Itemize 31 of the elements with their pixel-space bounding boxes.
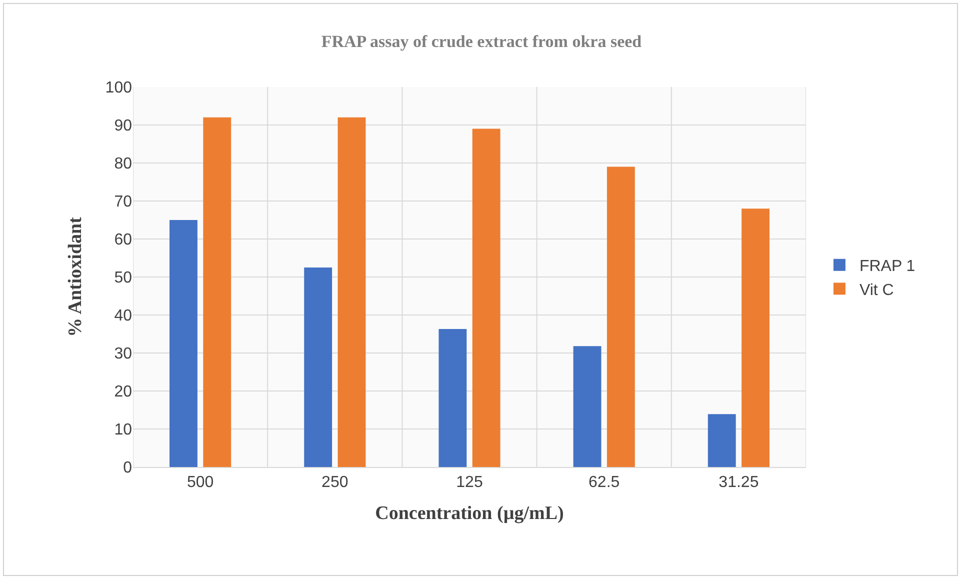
x-tick-label: 125: [456, 474, 483, 492]
bar: [203, 117, 232, 467]
y-tick-label: 10: [114, 422, 132, 439]
legend-label: Vit C: [859, 282, 894, 299]
y-tick-label: 90: [114, 118, 132, 135]
chart-title: FRAP assay of crude extract from okra seed: [321, 32, 642, 51]
x-tick-label: 500: [186, 474, 214, 492]
x-axis-title: Concentration (µg/mL): [375, 503, 564, 524]
bar: [438, 329, 467, 467]
bar: [338, 117, 366, 467]
y-tick-label: 70: [114, 194, 132, 211]
y-tick-label: 20: [114, 384, 132, 401]
y-tick-label: 100: [105, 80, 132, 97]
legend-label: FRAP 1: [859, 258, 916, 276]
bar: [742, 208, 770, 467]
x-tick-label: 62.5: [588, 474, 620, 492]
y-tick-label: 40: [114, 308, 132, 325]
bar: [304, 268, 332, 467]
y-tick-label: 0: [123, 460, 132, 477]
bar: [606, 166, 635, 467]
y-tick-label: 80: [114, 156, 132, 173]
y-tick-label: 30: [114, 346, 132, 363]
bar: [708, 414, 736, 467]
y-axis-title: % Antioxidant: [65, 216, 86, 337]
bar: [170, 220, 198, 467]
x-tick-label: 250: [322, 474, 348, 492]
y-tick-label: 50: [114, 270, 132, 287]
x-tick-label: 31.25: [718, 474, 759, 492]
bar: [573, 346, 602, 467]
bar: [472, 128, 500, 467]
y-tick-label: 60: [114, 232, 132, 249]
